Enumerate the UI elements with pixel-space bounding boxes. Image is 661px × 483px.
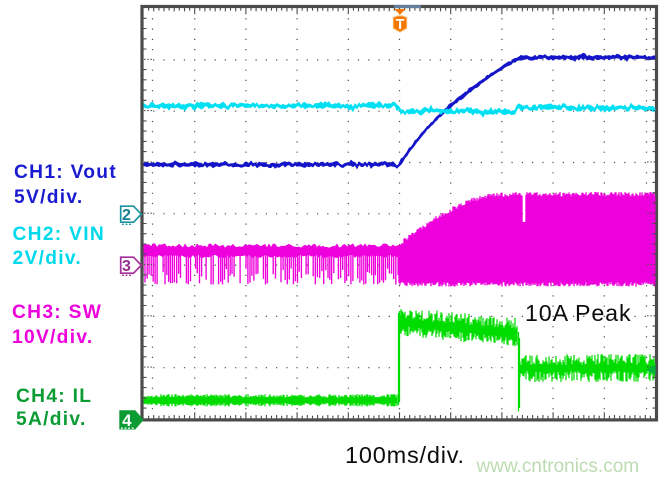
svg-text:2: 2 [122,207,131,224]
svg-text:4: 4 [122,411,132,430]
svg-text:T: T [396,17,405,33]
svg-text:3: 3 [122,258,131,275]
